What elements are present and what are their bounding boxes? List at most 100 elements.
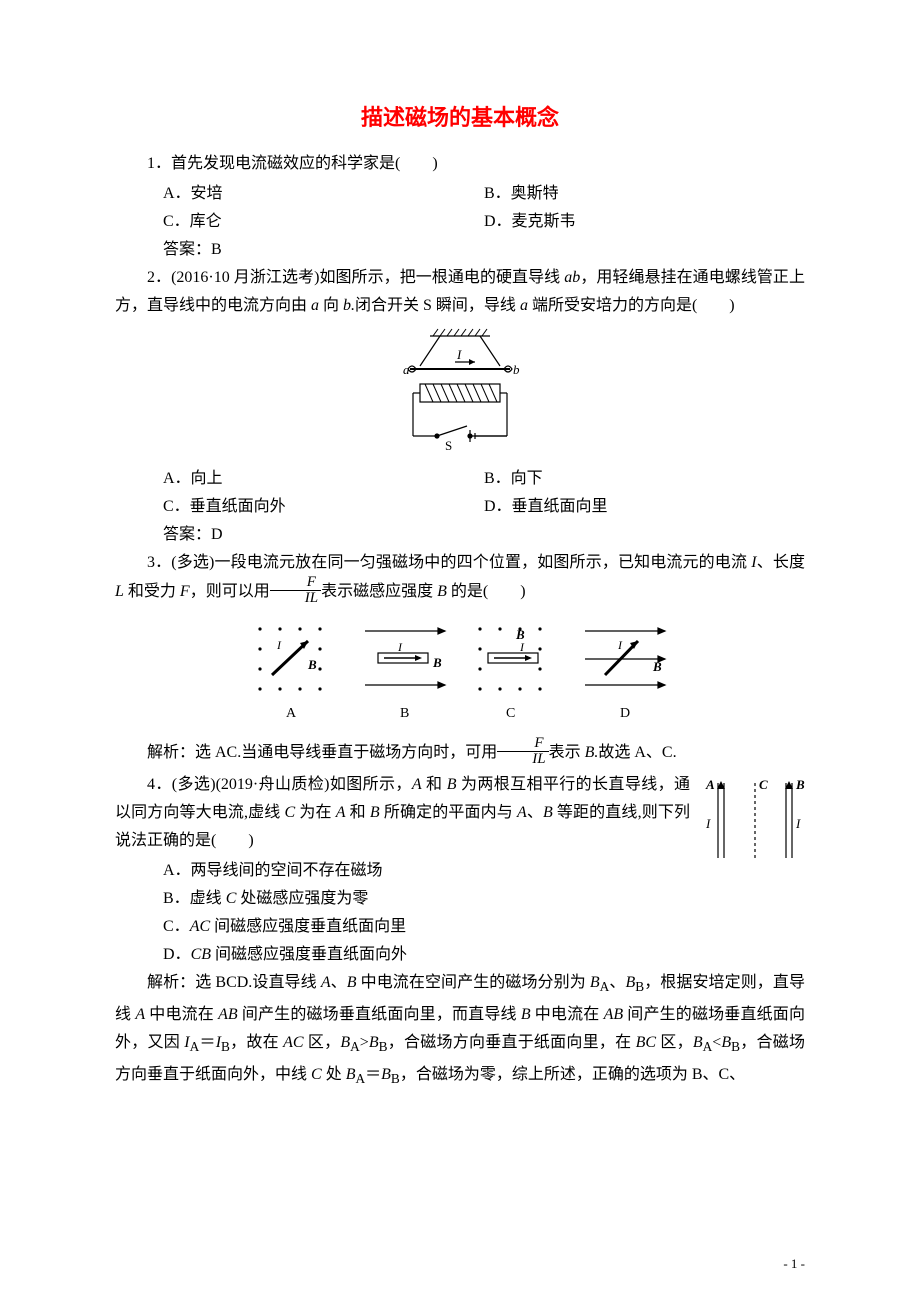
q2-stem: 2．(2016·10 月浙江选考)如图所示，把一根通电的硬直导线 ab，用轻绳悬… (115, 264, 805, 320)
q4-opt-d: D．CB 间磁感应强度垂直纸面向外 (163, 941, 805, 969)
q3-frac-num: F (270, 575, 321, 591)
q4s-c: 中电流在空间产生的磁场分别为 (357, 974, 590, 991)
q4-C1: C (285, 804, 296, 821)
q4s-f: 中电流在 (145, 1006, 218, 1023)
q2-fig-label-b: b (513, 362, 520, 377)
q3-figure-svg: I B A I B B (240, 614, 680, 729)
q4-fig-I2: I (795, 816, 801, 831)
q2-var-b: b. (343, 297, 355, 314)
q3-sol-frac-num: F (497, 736, 548, 752)
q4s-BA: B (590, 974, 600, 991)
q4s-j: ，故在 (230, 1034, 283, 1051)
q4s-g: 间产生的磁场垂直纸面向里，而直导线 (238, 1006, 521, 1023)
q3-figure: I B A I B B (115, 614, 805, 734)
q2-options-row1: A．向上 B．向下 (163, 465, 805, 493)
q4-optD-a: D． (163, 946, 191, 963)
q2-stem-d: 闭合开关 S 瞬间，导线 (355, 297, 520, 314)
q2-stem-a: 2．(2016·10 月浙江选考)如图所示，把一根通电的硬直导线 (147, 269, 564, 286)
q4s-m: 区， (656, 1034, 693, 1051)
q3-frac-den: IL (270, 591, 321, 606)
q2-options-row2: C．垂直纸面向外 D．垂直纸面向里 (163, 493, 805, 521)
q4s-b: 、 (331, 974, 347, 991)
q4-opt-c: C．AC 间磁感应强度垂直纸面向里 (163, 913, 805, 941)
q4-fig-B: B (795, 777, 805, 792)
q4s-BB4: B (381, 1066, 391, 1083)
q1-opt-c: C．库仑 (163, 208, 484, 236)
q2-opt-d: D．垂直纸面向里 (484, 493, 805, 521)
q4-optC-AC: AC (190, 918, 210, 935)
q1-options-row2: C．库仑 D．麦克斯韦 (163, 208, 805, 236)
q4s-gt: > (360, 1034, 369, 1051)
q4s-IAs: A (190, 1039, 200, 1054)
q3-label-D: D (620, 706, 630, 721)
q4s-AB1: AB (218, 1006, 238, 1023)
q3-stem: 3．(多选)一段电流元放在同一匀强磁场中的四个位置，如图所示，已知电流元的电流 … (115, 549, 805, 608)
q4-B1: B (447, 776, 457, 793)
q2-figure: a b I S (115, 326, 805, 461)
q3-label-A: A (286, 706, 297, 721)
q2-var-a2: a (520, 297, 528, 314)
svg-text:I: I (276, 638, 282, 652)
q3-sol-b: 表示 (549, 744, 585, 761)
q3-sol-frac-den: IL (497, 752, 548, 767)
q3-stem-b: 、长度 (757, 554, 805, 571)
q4-stem-f: 所确定的平面内与 (380, 804, 517, 821)
q3-label-B: B (400, 706, 409, 721)
q3-stem-d: ，则可以用 (190, 583, 270, 600)
q4s-AC: AC (283, 1034, 303, 1051)
q4s-p: ，合磁场为零，综上所述，正确的选项为 B、C、 (400, 1066, 745, 1083)
q4-A2: A (336, 804, 346, 821)
q3-stem-a: 3．(多选)一段电流元放在同一匀强磁场中的四个位置，如图所示，已知电流元的电流 (147, 554, 751, 571)
q3-solution: 解析：选 AC.当通电导线垂直于磁场方向时，可用FIL表示 B.故选 A、C. (115, 738, 805, 769)
q3-sol-frac: FIL (497, 736, 548, 767)
q4-optD-CB: CB (191, 946, 211, 963)
q4-figure-svg: A B C I I (700, 773, 805, 868)
svg-text:I: I (519, 640, 525, 654)
q4-fig-A: A (705, 777, 715, 792)
q3-sol-c: 故选 A、C. (598, 744, 676, 761)
q4s-k: 区， (304, 1034, 341, 1051)
page-title: 描述磁场的基本概念 (115, 100, 805, 132)
q4-stem-g: 、 (527, 804, 543, 821)
q4s-BA2: B (340, 1034, 350, 1051)
q4-stem-d: 为在 (295, 804, 336, 821)
q3-sol-B: B. (585, 744, 599, 761)
q4s-h: 中电流在 (531, 1006, 604, 1023)
q2-fig-label-S: S (445, 438, 452, 453)
q4-optB-b: 处磁感应强度为零 (236, 890, 368, 907)
q2-opt-a: A．向上 (163, 465, 484, 493)
q3-frac: FIL (270, 575, 321, 606)
q4s-eq2: ＝ (365, 1066, 381, 1083)
q4-stem-a: 4．(多选)(2019·舟山质检)如图所示， (147, 776, 412, 793)
q2-answer: 答案：D (163, 521, 805, 549)
q3-label-C: C (506, 706, 515, 721)
q4s-B1: B (347, 974, 357, 991)
q4s-eq: ＝ (199, 1034, 216, 1051)
q4s-BB2: B (369, 1034, 379, 1051)
q4s-d: 、 (609, 974, 625, 991)
svg-text:I: I (397, 640, 403, 654)
q4s-subA2: A (350, 1039, 360, 1054)
q3-var-F: F (180, 583, 190, 600)
q1-options-row1: A．安培 B．奥斯特 (163, 180, 805, 208)
q1-stem: 1．首先发现电流磁效应的科学家是( ) (115, 150, 805, 178)
q4-optD-b: 间磁感应强度垂直纸面向外 (211, 946, 407, 963)
svg-text:I: I (617, 638, 623, 652)
q4s-subB4: B (391, 1072, 400, 1087)
q4s-a: 解析：选 BCD.设直导线 (147, 974, 321, 991)
q3-stem-e: 表示磁感应强度 (321, 583, 437, 600)
q4s-AB2: AB (604, 1006, 624, 1023)
svg-text:B: B (432, 655, 442, 670)
q1-opt-d: D．麦克斯韦 (484, 208, 805, 236)
q4-optB-a: B．虚线 (163, 890, 226, 907)
q4-B3: B (543, 804, 553, 821)
svg-text:B: B (515, 627, 525, 642)
q3-var-B: B (437, 583, 447, 600)
q4s-lt: < (712, 1034, 721, 1051)
q4s-subA4: A (355, 1072, 365, 1087)
q4s-BB3: B (721, 1034, 731, 1051)
q2-fig-label-I: I (456, 347, 462, 362)
q4s-IBs: B (221, 1039, 230, 1054)
q4s-subB: B (635, 979, 644, 994)
q4-optC-b: 间磁感应强度垂直纸面向里 (210, 918, 406, 935)
